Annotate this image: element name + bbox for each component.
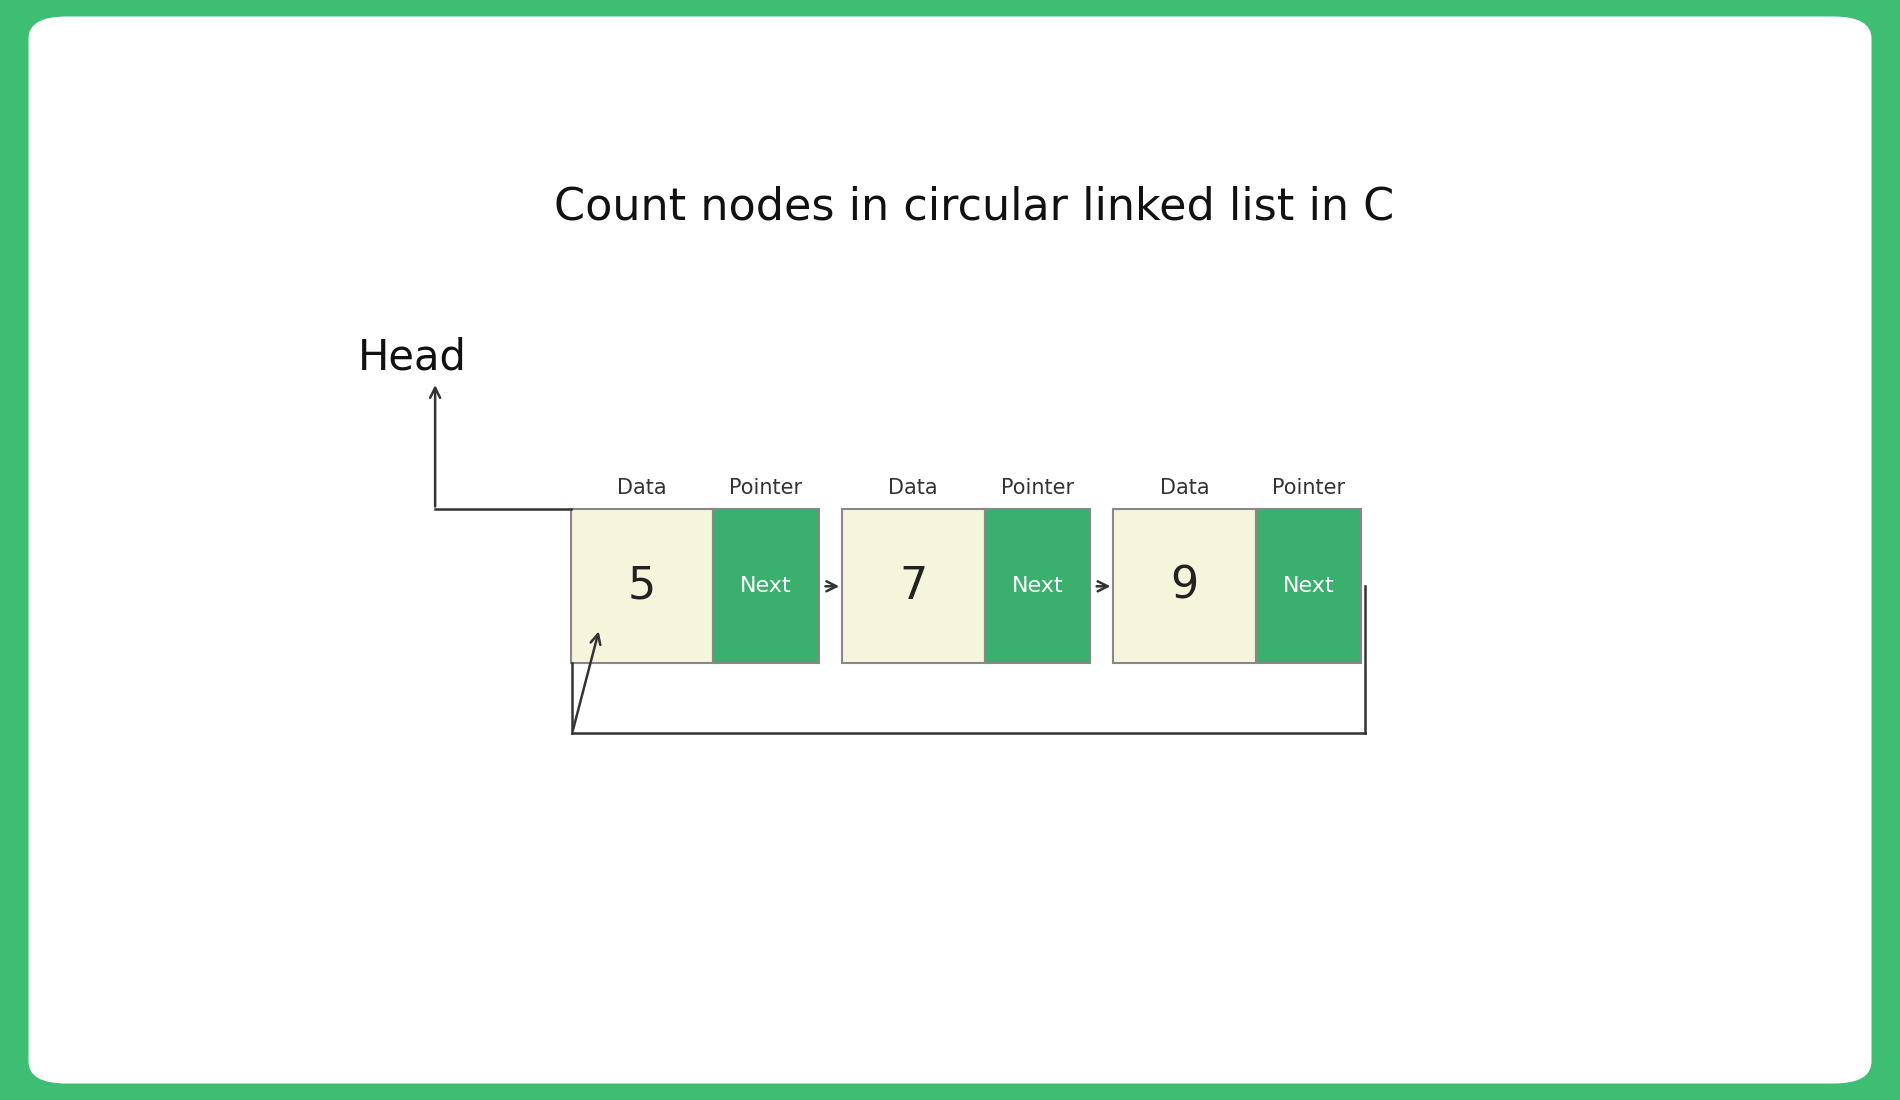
Text: Pointer: Pointer: [1271, 477, 1345, 497]
Text: Head: Head: [357, 337, 467, 378]
Text: Pointer: Pointer: [730, 477, 802, 497]
Bar: [1113, 509, 1256, 663]
Text: 9: 9: [1170, 564, 1199, 608]
Text: Data: Data: [618, 477, 667, 497]
Text: 7: 7: [899, 564, 927, 608]
Bar: [842, 509, 984, 663]
Bar: [984, 509, 1091, 663]
Text: Count nodes in circular linked list in C: Count nodes in circular linked list in C: [553, 186, 1395, 229]
Text: Next: Next: [1011, 576, 1064, 596]
Text: Data: Data: [889, 477, 939, 497]
Bar: [712, 509, 819, 663]
Text: Pointer: Pointer: [1001, 477, 1074, 497]
Text: Data: Data: [1159, 477, 1210, 497]
Text: 5: 5: [627, 564, 655, 608]
Text: Next: Next: [1282, 576, 1334, 596]
Text: Next: Next: [741, 576, 792, 596]
Bar: [1256, 509, 1360, 663]
Bar: [570, 509, 712, 663]
